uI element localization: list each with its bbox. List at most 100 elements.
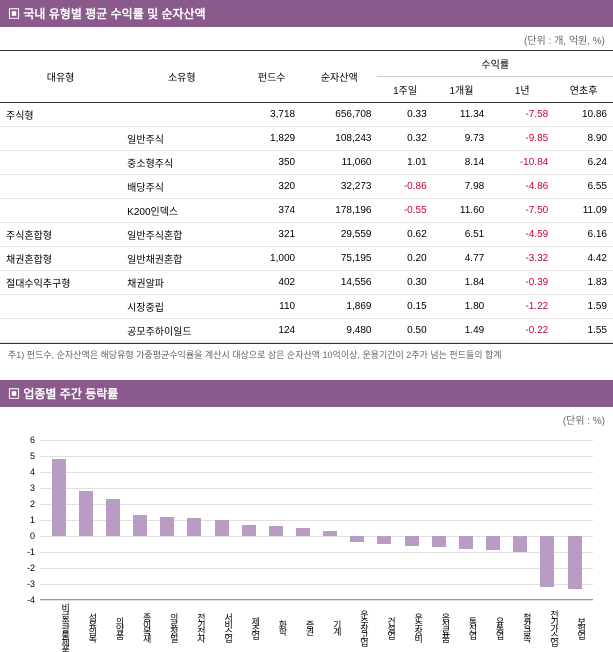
- bar-wrapper: [317, 440, 344, 600]
- cell-y1: -9.85: [490, 127, 554, 151]
- cell-ytd: 10.86: [554, 103, 613, 127]
- bar: [269, 526, 283, 536]
- table-row: 채권혼합형일반채권혼합1,00075,1950.204.77-3.324.42: [0, 247, 613, 271]
- bar: [513, 536, 527, 552]
- cell-w1: 0.20: [377, 247, 432, 271]
- bar-wrapper: [208, 440, 235, 600]
- cell-cat1: 채권혼합형: [0, 247, 121, 271]
- th-w1: 1주일: [377, 77, 432, 103]
- cell-cat2: 중소형주식: [121, 151, 242, 175]
- x-axis-label: 전기전자: [181, 602, 208, 652]
- cell-ytd: 8.90: [554, 127, 613, 151]
- bar-wrapper: [262, 440, 289, 600]
- cell-m1: 4.77: [433, 247, 491, 271]
- cell-funds: 110: [242, 295, 301, 319]
- bar: [432, 536, 446, 547]
- cell-ytd: 1.55: [554, 319, 613, 343]
- cell-funds: 321: [242, 223, 301, 247]
- table-row: 공모주하이일드1249,4800.501.49-0.221.55: [0, 319, 613, 343]
- bar: [79, 491, 93, 536]
- x-axis-label: 보험업: [561, 602, 588, 652]
- table-row: K200인덱스374178,196-0.5511.60-7.5011.09: [0, 199, 613, 223]
- cell-cat1: 주식형: [0, 103, 121, 127]
- cell-funds: 374: [242, 199, 301, 223]
- bar-wrapper: [534, 440, 561, 600]
- x-axis-label: 유통업: [480, 602, 507, 652]
- bar: [106, 499, 120, 536]
- cell-nav: 75,195: [301, 247, 377, 271]
- x-axis-label: 운수장비: [398, 602, 425, 652]
- cell-cat2: 공모주하이일드: [121, 319, 242, 343]
- cell-y1: -0.39: [490, 271, 554, 295]
- cell-funds: 124: [242, 319, 301, 343]
- bar-wrapper: [181, 440, 208, 600]
- cell-m1: 9.73: [433, 127, 491, 151]
- x-axis-label: 제조업: [235, 602, 262, 652]
- bar-wrapper: [398, 440, 425, 600]
- cell-ytd: 6.55: [554, 175, 613, 199]
- cell-cat2: 일반주식: [121, 127, 242, 151]
- bar-wrapper: [344, 440, 371, 600]
- cell-cat2: 채권알파: [121, 271, 242, 295]
- cell-m1: 6.51: [433, 223, 491, 247]
- y-axis-label: 1: [15, 515, 35, 525]
- x-axis-label: 화학: [262, 602, 289, 652]
- bar-wrapper: [235, 440, 262, 600]
- table-row: 일반주식1,829108,2430.329.73-9.858.90: [0, 127, 613, 151]
- bar: [296, 528, 310, 536]
- cell-cat1: [0, 199, 121, 223]
- th-cat2: 소유형: [121, 51, 242, 103]
- cell-w1: 1.01: [377, 151, 432, 175]
- fund-table: 대유형 소유형 펀드수 순자산액 수익률 1주일 1개월 1년 연초후 주식형3…: [0, 50, 613, 343]
- bar: [52, 459, 66, 536]
- cell-funds: 402: [242, 271, 301, 295]
- bar-wrapper: [126, 440, 153, 600]
- footnote: 주1) 펀드수, 순자산액은 해당유형 가중평균수익률을 계산시 대상으로 삼은…: [0, 343, 613, 365]
- y-axis-label: -4: [15, 595, 35, 605]
- bar: [215, 520, 229, 536]
- bar-wrapper: [425, 440, 452, 600]
- cell-m1: 11.34: [433, 103, 491, 127]
- table-row: 절대수익추구형채권알파40214,5560.301.84-0.391.83: [0, 271, 613, 295]
- cell-w1: -0.55: [377, 199, 432, 223]
- x-axis-label: 기계: [317, 602, 344, 652]
- x-axis-label: 의약품: [99, 602, 126, 652]
- cell-y1: -7.58: [490, 103, 554, 127]
- cell-y1: -0.22: [490, 319, 554, 343]
- cell-nav: 1,869: [301, 295, 377, 319]
- cell-w1: 0.33: [377, 103, 432, 127]
- x-axis-label: 서비스업: [208, 602, 235, 652]
- x-axis-label: 음식료품: [425, 602, 452, 652]
- cell-cat2: 일반채권혼합: [121, 247, 242, 271]
- cell-funds: 1,829: [242, 127, 301, 151]
- x-axis-label: 철강금속: [507, 602, 534, 652]
- cell-m1: 1.84: [433, 271, 491, 295]
- cell-cat2: 시장중립: [121, 295, 242, 319]
- th-ytd: 연초후: [554, 77, 613, 103]
- cell-cat1: [0, 295, 121, 319]
- section1-unit: (단위 : 개, 억원, %): [0, 29, 613, 50]
- cell-ytd: 1.83: [554, 271, 613, 295]
- x-axis-label: 운수창고업: [344, 602, 371, 652]
- bar-wrapper: [99, 440, 126, 600]
- bar-wrapper: [72, 440, 99, 600]
- cell-m1: 8.14: [433, 151, 491, 175]
- table-row: 주식혼합형일반주식혼합32129,5590.626.51-4.596.16: [0, 223, 613, 247]
- cell-nav: 178,196: [301, 199, 377, 223]
- th-m1: 1개월: [433, 77, 491, 103]
- cell-ytd: 11.09: [554, 199, 613, 223]
- cell-y1: -10.84: [490, 151, 554, 175]
- x-axis-label: 전기가스업: [534, 602, 561, 652]
- cell-cat2: 일반주식혼합: [121, 223, 242, 247]
- cell-cat1: [0, 175, 121, 199]
- cell-cat1: 주식혼합형: [0, 223, 121, 247]
- bar-wrapper: [154, 440, 181, 600]
- cell-w1: 0.32: [377, 127, 432, 151]
- bar-wrapper: [507, 440, 534, 600]
- table-row: 주식형3,718656,7080.3311.34-7.5810.86: [0, 103, 613, 127]
- cell-nav: 11,060: [301, 151, 377, 175]
- cell-y1: -1.22: [490, 295, 554, 319]
- cell-w1: 0.15: [377, 295, 432, 319]
- section1-title: 국내 유형별 평균 수익률 및 순자산액: [0, 0, 613, 27]
- cell-ytd: 6.24: [554, 151, 613, 175]
